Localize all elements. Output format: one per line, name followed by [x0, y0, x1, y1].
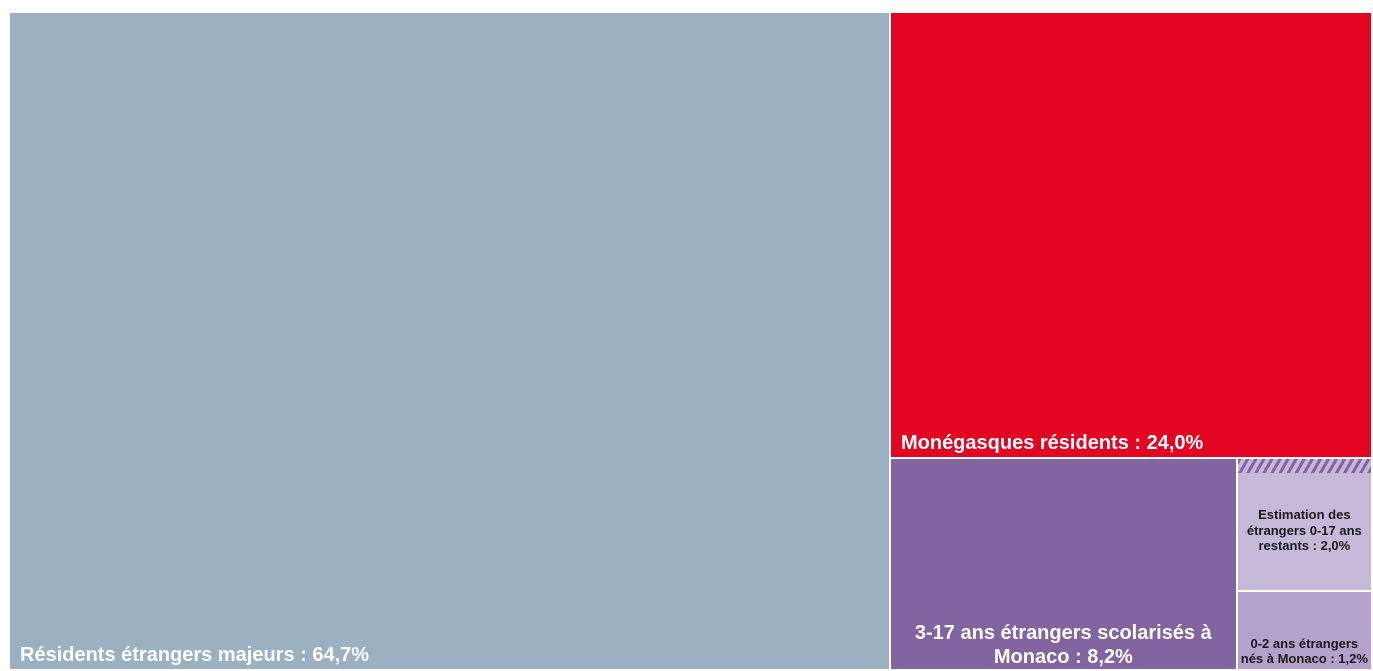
- treemap-cell: Résidents étrangers majeurs : 64,7%: [10, 13, 889, 669]
- cell-label: Estimation des étrangers 0-17 ans restan…: [1246, 506, 1362, 554]
- cell-label: 3-17 ans étrangers scolarisés à Monaco :…: [914, 621, 1212, 668]
- treemap-cell: Estimation des étrangers 0-17 ans restan…: [1237, 459, 1371, 590]
- treemap-cell: Monégasques résidents : 24,0%: [890, 13, 1371, 458]
- cell-label: Monégasques résidents : 24,0%: [900, 432, 1204, 455]
- treemap-cell: 3-17 ans étrangers scolarisés à Monaco :…: [890, 459, 1236, 669]
- cell-label: Résidents étrangers majeurs : 64,7%: [20, 644, 370, 666]
- cell-label: 0-2 ans étrangers nés à Monaco : 1,2%: [1240, 635, 1368, 667]
- treemap-cell: 0-2 ans étrangers nés à Monaco : 1,2%: [1237, 591, 1371, 669]
- treemap: Résidents étrangers majeurs : 64,7% Monég…: [10, 13, 1373, 671]
